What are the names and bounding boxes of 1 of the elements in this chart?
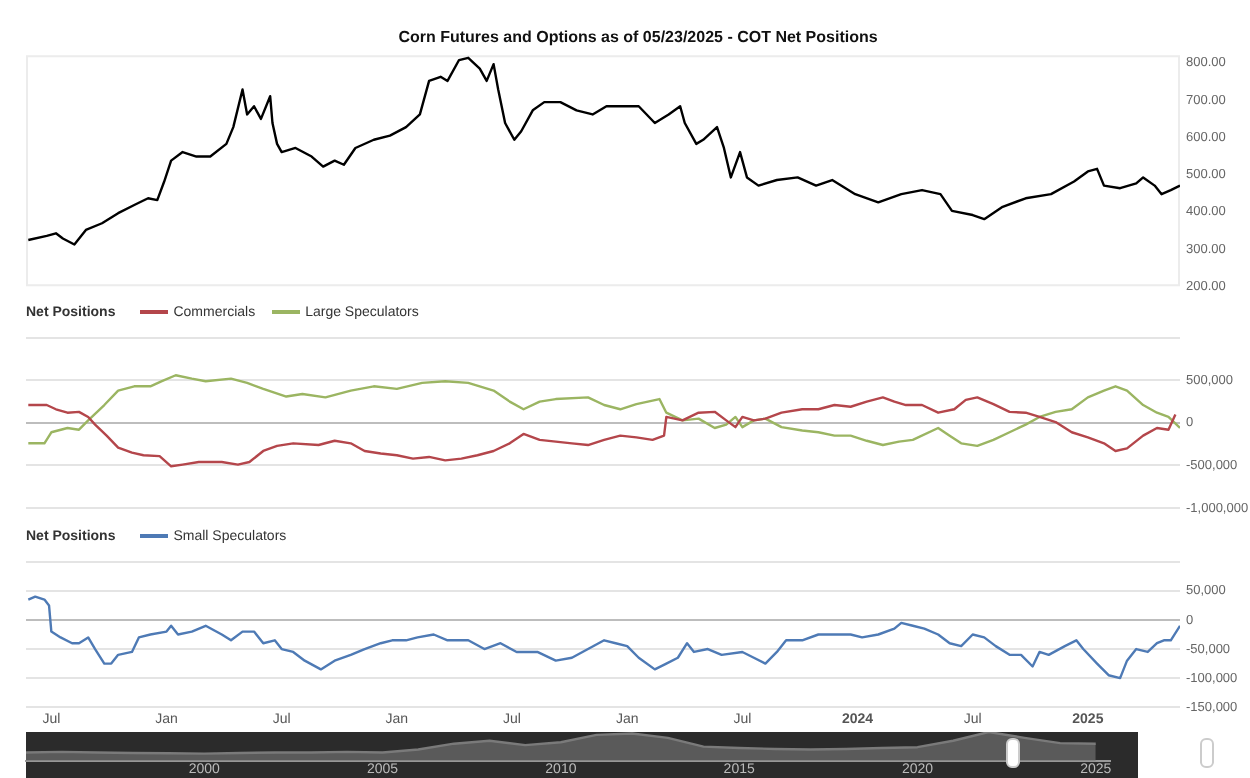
chart-title: Corn Futures and Options as of 05/23/2025 - COT Net Positions — [398, 28, 879, 47]
